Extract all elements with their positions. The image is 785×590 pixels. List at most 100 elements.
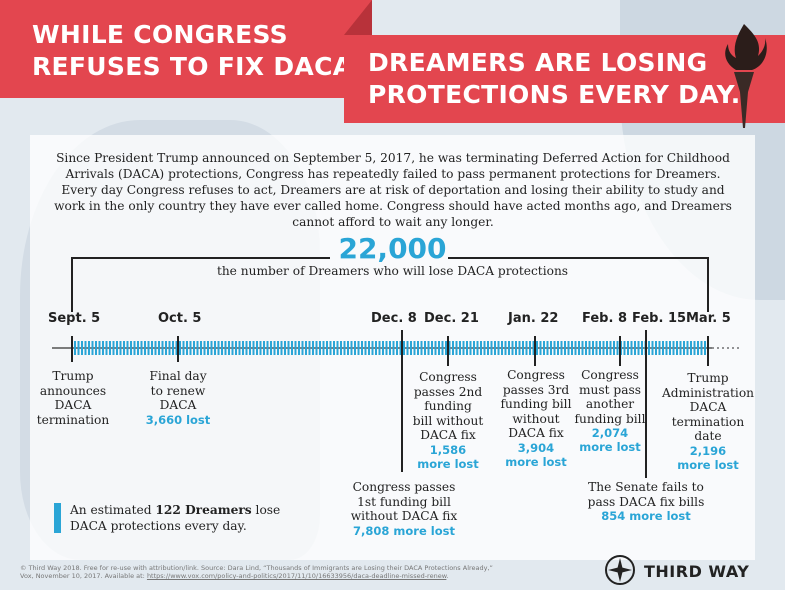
day-tick [623,341,626,355]
date-feb15: Feb. 15 [632,311,687,326]
day-tick [553,341,556,355]
footer-line2: Vox, November 10, 2017. Available at: [20,572,147,580]
source-link[interactable]: https://www.vox.com/policy-and-politics/… [146,572,447,580]
day-tick [574,341,577,355]
day-tick [137,341,139,355]
day-tick [161,341,164,355]
day-tick [116,341,118,355]
day-tick [634,341,636,355]
day-tick [270,341,272,355]
day-tick [585,341,587,355]
day-tick [214,341,216,355]
day-tick [487,341,489,355]
day-tick [294,341,297,355]
day-tick [305,341,307,355]
day-tick [280,341,283,355]
day-tick [133,341,136,355]
legend-text-post: lose [251,503,281,517]
day-tick [529,341,531,355]
day-tick [354,341,356,355]
day-tick [147,341,150,355]
day-tick [298,341,300,355]
day-tick [312,341,314,355]
day-tick [448,341,451,355]
day-tick [179,341,181,355]
day-tick [413,341,416,355]
footer-line1: © Third Way 2018. Free for re-use with a… [20,564,493,572]
day-tick [144,341,146,355]
day-tick [77,341,80,355]
day-tick [417,341,419,355]
day-tick [81,341,83,355]
event-text: announces [39,383,107,398]
event-text: termination [36,412,110,427]
timeline-graphic [52,257,740,478]
intro-paragraph: Since President Trump announced on Septe… [54,151,732,229]
day-tick [557,341,559,355]
day-tick [130,341,132,355]
day-tick [410,341,412,355]
event-text: another [585,397,635,411]
day-tick [126,341,129,355]
day-tick [263,341,265,355]
day-tick [490,341,493,355]
day-tick [357,341,360,355]
day-tick [322,341,325,355]
day-tick [588,341,591,355]
day-tick [301,341,304,355]
day-tick [158,341,160,355]
bracket-left [71,257,330,312]
legend-text-bold: 122 Dreamers [155,503,252,517]
brand-logo-text: THIRD WAY [644,562,750,581]
date-mar5: Mar. 5 [686,311,731,326]
header-left-line2: REFUSES TO FIX DACA, [32,52,363,81]
day-tick [567,341,570,355]
day-tick [224,341,227,355]
day-tick [210,341,213,355]
event-oct5: Final day to renew DACA 3,660 lost [140,369,216,427]
day-tick [382,341,384,355]
day-tick [595,341,598,355]
day-tick [637,341,640,355]
day-tick [319,341,321,355]
day-tick [452,341,454,355]
day-tick [466,341,468,355]
event-text: Trump [52,369,94,383]
day-tick [518,341,521,355]
day-tick [627,341,629,355]
day-tick [511,341,514,355]
event-text: DACA [159,398,197,412]
day-tick [536,341,538,355]
day-tick [245,341,248,355]
day-tick [431,341,433,355]
legend-swatch [54,503,61,533]
event-mar5: Trump Administration DACA termination da… [660,371,756,472]
day-tick [343,341,346,355]
day-tick [438,341,440,355]
day-tick [221,341,223,355]
day-tick [95,341,97,355]
day-tick [693,341,696,355]
event-text: without DACA fix [350,509,458,523]
legend-text-pre: An estimated [70,503,156,517]
day-tick [273,341,276,355]
day-tick [389,341,391,355]
day-tick [119,341,122,355]
day-tick [186,341,188,355]
day-tick [151,341,153,355]
event-dec8: Congress passes 1st funding bill without… [345,480,463,538]
day-tick [515,341,517,355]
date-feb8: Feb. 8 [582,311,627,326]
day-tick [396,341,398,355]
day-tick [109,341,111,355]
day-tick [291,341,293,355]
day-tick [483,341,486,355]
total-caption: the number of Dreamers who will lose DAC… [216,264,569,278]
day-tick [375,341,377,355]
day-tick [630,341,633,355]
footer-line2-end: . [446,572,449,580]
day-tick [609,341,612,355]
day-tick [84,341,87,355]
event-text: termination [671,414,745,429]
day-tick [441,341,444,355]
